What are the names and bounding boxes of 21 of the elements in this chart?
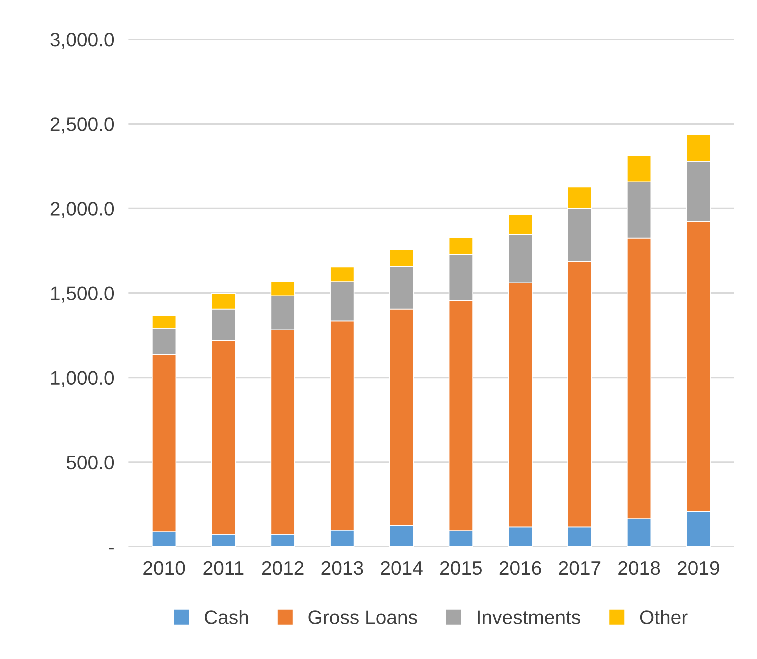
legend-label: Investments [478, 610, 580, 624]
x-tick-label: 2013 [322, 561, 364, 576]
x-tick-label: 2017 [559, 561, 601, 576]
legend-label: Other [640, 610, 688, 624]
x-tick-label: 2015 [440, 561, 482, 576]
x-tick-label: 2011 [204, 561, 244, 576]
x-tick-label: 2010 [144, 561, 186, 576]
y-tick-label: 500.0 [66, 456, 114, 470]
y-tick-label: - [109, 548, 114, 550]
x-tick-label: 2019 [678, 561, 720, 576]
y-tick-label: 1,500.0 [51, 286, 114, 303]
x-tick-label: 2014 [381, 561, 423, 576]
y-tick-label: 2,000.0 [50, 202, 114, 218]
y-tick-label: 3,000.0 [50, 33, 114, 50]
y-tick-label: 1,000.0 [51, 371, 114, 388]
legend-label: Cash [205, 610, 248, 624]
legend-label: Gross Loans [308, 610, 418, 624]
y-tick-label: 2,500.0 [50, 118, 114, 134]
x-tick-label: 2016 [500, 561, 542, 576]
x-tick-label: 2012 [262, 561, 304, 576]
x-tick-label: 2018 [618, 561, 660, 576]
